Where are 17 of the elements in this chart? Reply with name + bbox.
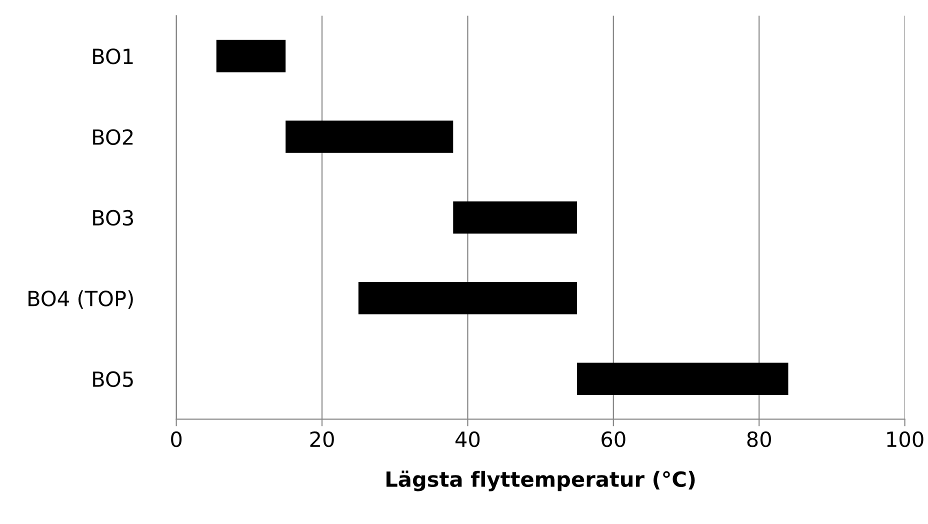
x-axis-title: Lägsta flyttemperatur (°C) [386, 470, 695, 492]
bar [286, 120, 454, 153]
y-tick-label: BO1 [93, 48, 133, 64]
x-tick-label: 40 [455, 431, 480, 448]
x-tick-label: 80 [747, 431, 771, 448]
bar [576, 362, 788, 395]
bar [358, 282, 577, 314]
y-tick-label: BO3 [93, 210, 133, 226]
x-tick-label: 60 [602, 431, 626, 448]
bar [453, 201, 577, 234]
y-tick-label: BO5 [93, 371, 133, 388]
x-tick-label: 0 [171, 431, 182, 448]
bar [216, 40, 286, 72]
x-tick-label: 20 [310, 431, 334, 448]
y-tick-label: BO2 [93, 129, 133, 145]
y-tick-label: BO4 (TOP) [28, 290, 133, 309]
x-tick-label: 100 [887, 431, 924, 448]
